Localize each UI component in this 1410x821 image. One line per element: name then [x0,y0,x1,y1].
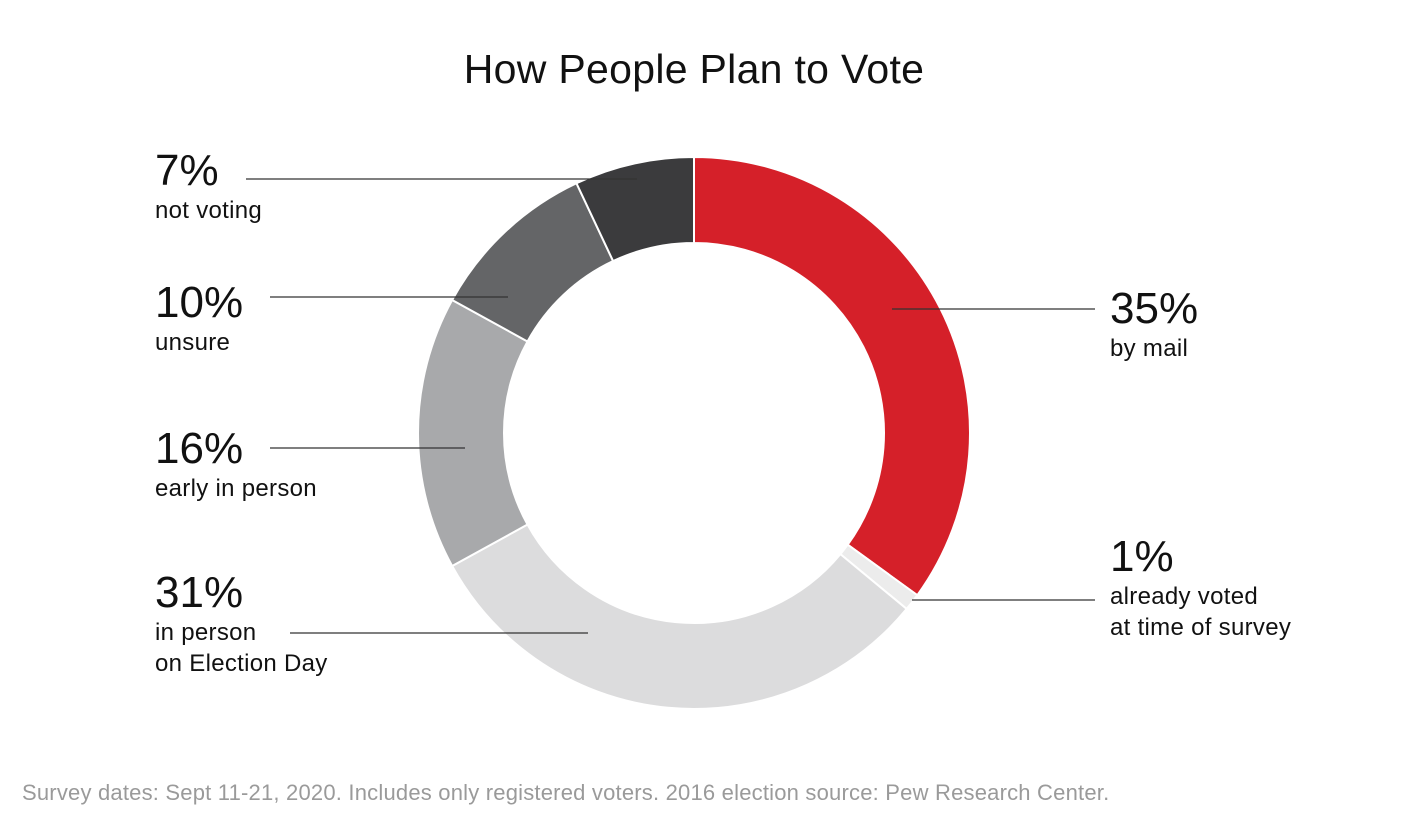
category-label-in-person-on-election-day-line-2: on Election Day [155,650,328,677]
category-label-unsure: unsure [155,329,230,356]
chart-title: How People Plan to Vote [463,46,925,92]
slice-not-voting [575,155,695,263]
value-label-not-voting: 7% [155,146,219,195]
category-label-not-voting: not voting [155,197,262,224]
value-label-already-voted-at-time-of-survey: 1% [1110,532,1174,581]
value-label-in-person-on-election-day: 31% [155,568,243,617]
value-label-by-mail: 35% [1110,284,1198,333]
category-label-by-mail: by mail [1110,335,1188,362]
category-label-early-in-person: early in person [155,475,317,502]
slice-in-person-on-election-day [450,523,909,710]
category-label-already-voted-at-time-of-survey-line-2: at time of survey [1110,614,1291,641]
value-label-early-in-person: 16% [155,424,243,473]
value-label-unsure: 10% [155,278,243,327]
source-footnote: Survey dates: Sept 11-21, 2020. Includes… [22,780,1110,805]
category-label-already-voted-at-time-of-survey-line-1: already voted [1110,583,1258,610]
category-label-in-person-on-election-day-line-1: in person [155,619,256,646]
slice-early-in-person [417,298,529,568]
slice-by-mail [693,155,971,597]
